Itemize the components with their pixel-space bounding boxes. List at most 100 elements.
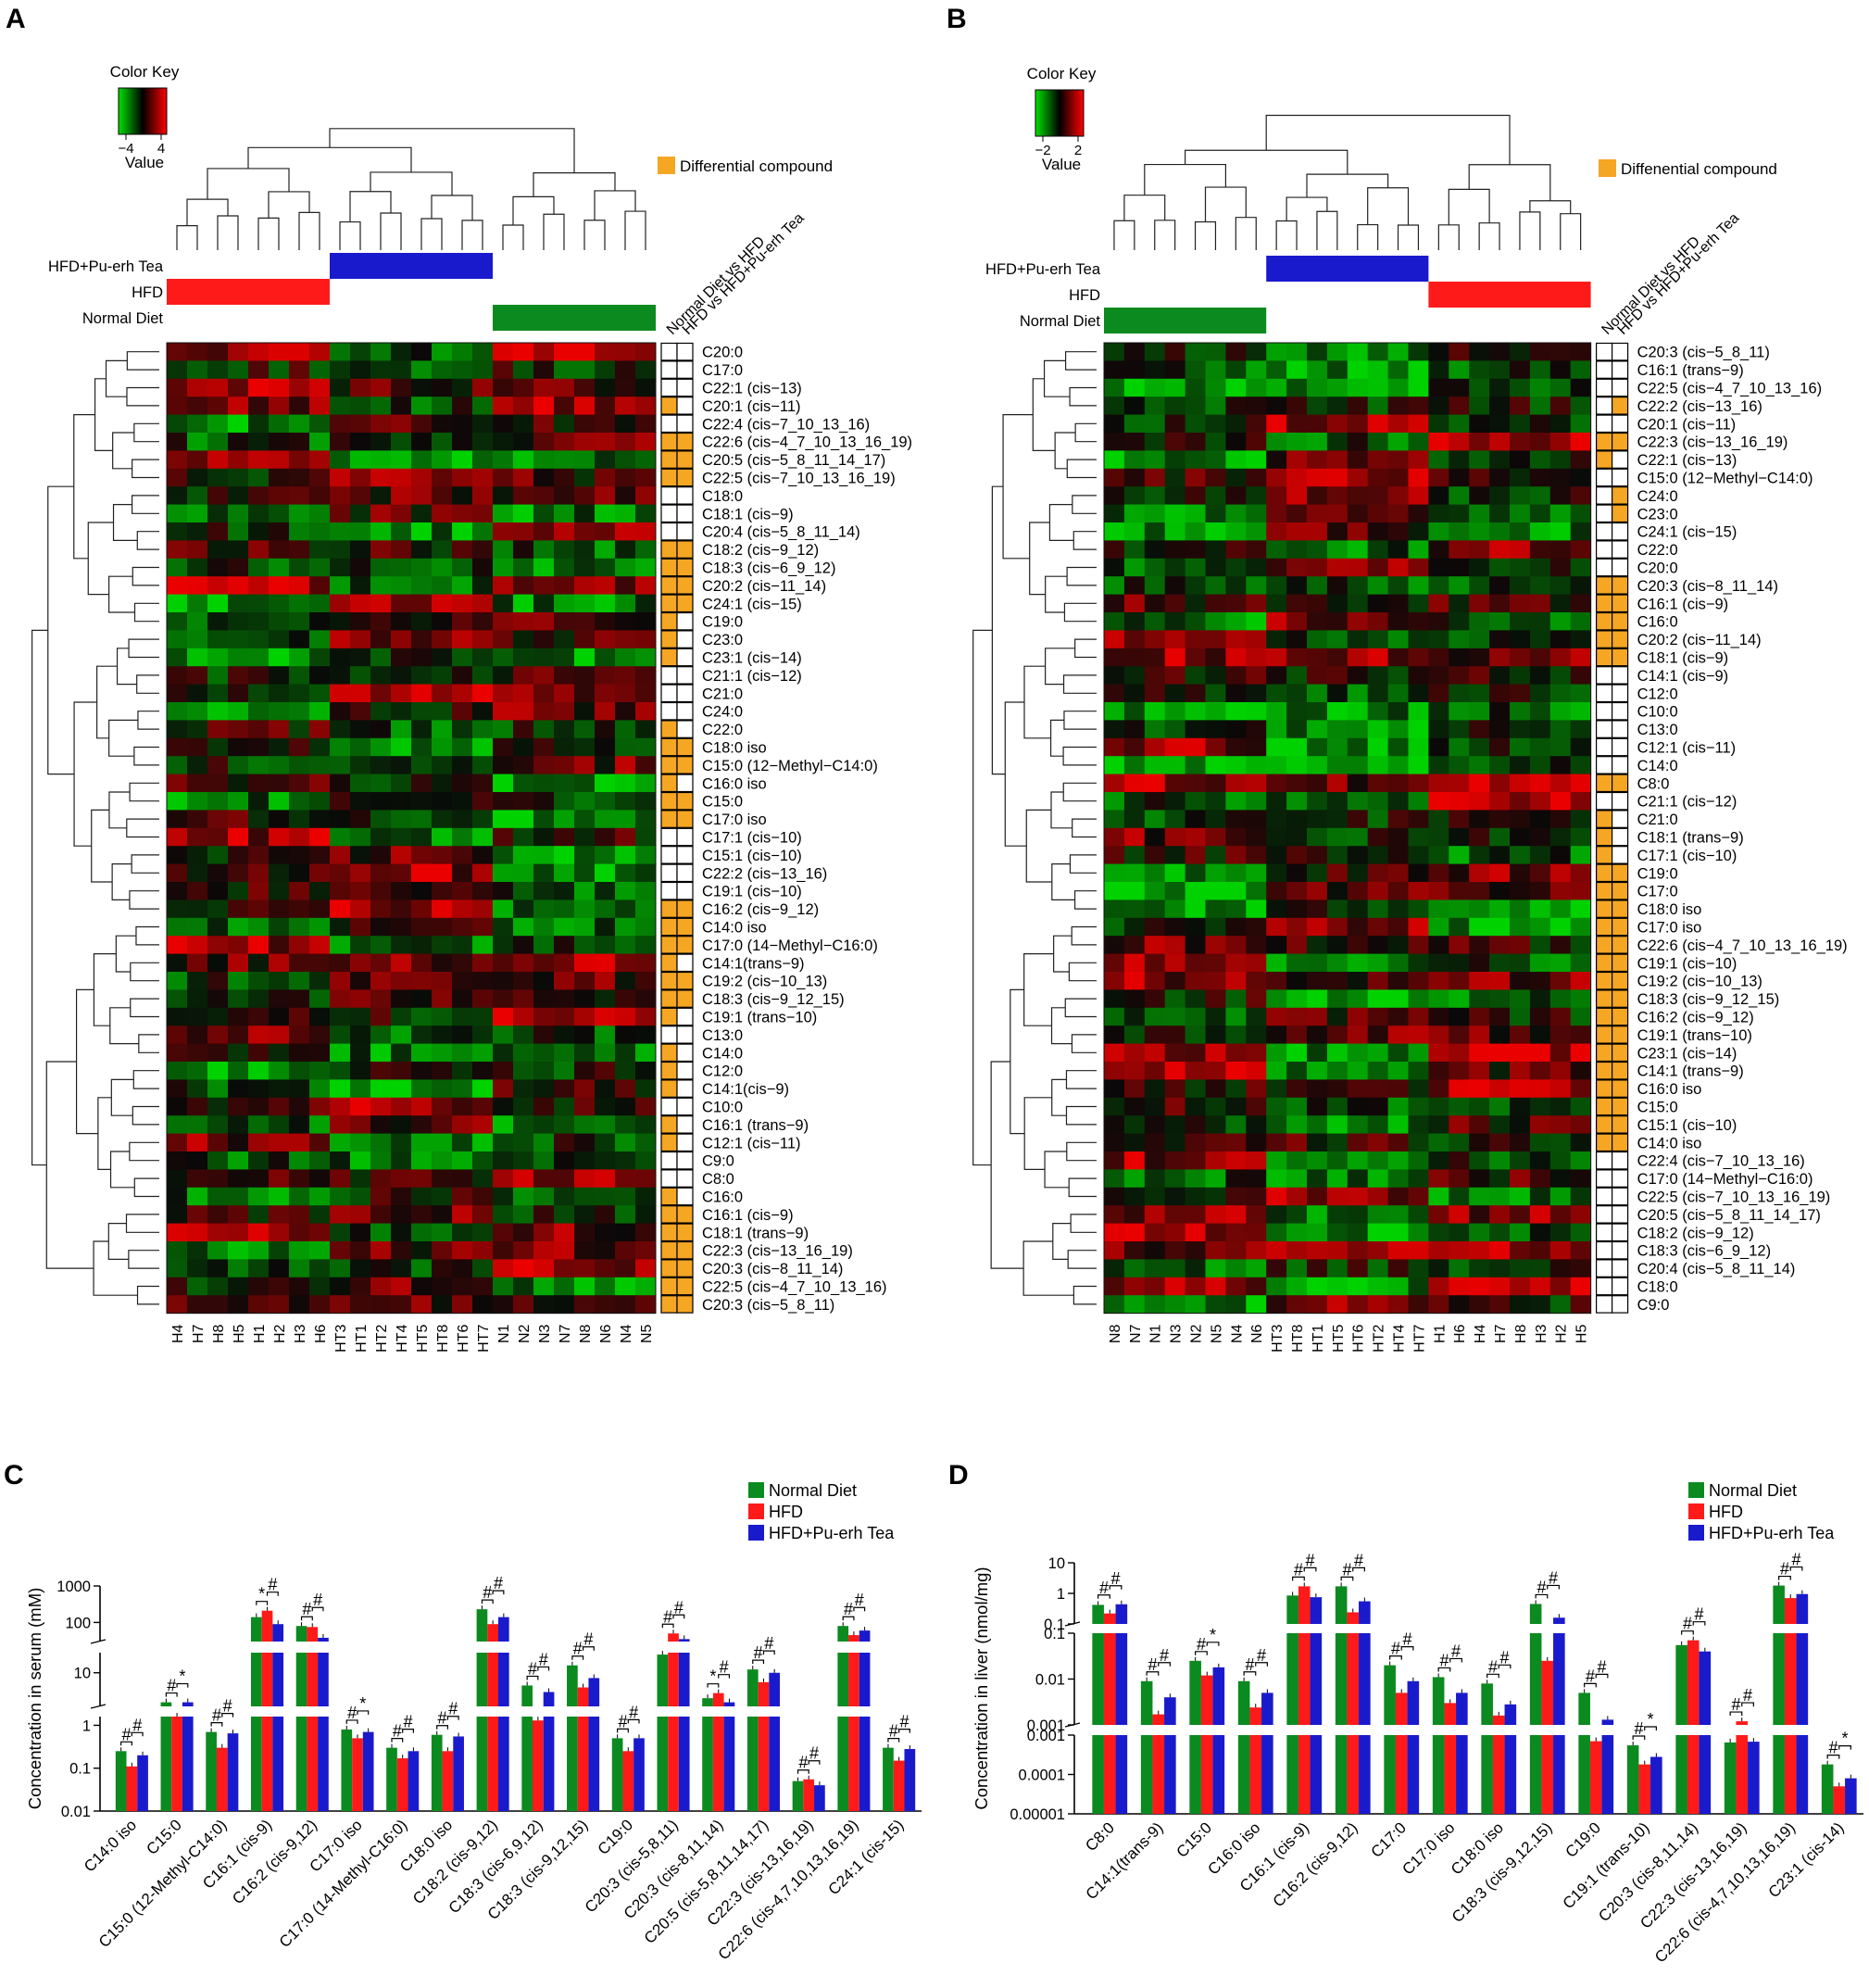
heatmap-cell [472, 1259, 494, 1278]
heatmap-cell [248, 810, 270, 829]
significance-mark: # [889, 1722, 898, 1741]
heatmap-cell [1225, 378, 1247, 397]
heatmap-cell [350, 1277, 371, 1296]
heatmap-cell [1205, 1079, 1226, 1099]
bar-hfd [1103, 1735, 1116, 1814]
heatmap-cell [1144, 917, 1166, 937]
heatmap-cell [330, 612, 351, 631]
heatmap-cell [1428, 1043, 1449, 1063]
heatmap-cell [1266, 558, 1287, 577]
heatmap-cell [574, 1043, 596, 1063]
heatmap-cell [309, 1097, 331, 1116]
row-label: C22:0 [1637, 542, 1678, 559]
heatmap-cell [1246, 396, 1267, 416]
dendrogram-link [1306, 173, 1389, 198]
heatmap-cell [1266, 1151, 1287, 1170]
heatmap-cell [289, 882, 310, 900]
heatmap-cell [1387, 648, 1409, 667]
bar-hfd [893, 1760, 905, 1811]
heatmap-cell [493, 522, 514, 541]
x-category-label: C14:0 iso [81, 1816, 140, 1875]
differential-box [1595, 630, 1613, 648]
heatmap-cell [1326, 666, 1348, 686]
heatmap-cell [248, 1115, 270, 1135]
heatmap-cell [289, 1295, 310, 1315]
heatmap-cell [167, 737, 188, 757]
heatmap-cell [1428, 396, 1449, 416]
heatmap-cell [1104, 576, 1125, 596]
heatmap-cell [1428, 576, 1449, 596]
heatmap-cell [411, 414, 433, 434]
heatmap-cell [432, 1025, 453, 1045]
heatmap-cell [1449, 540, 1470, 560]
row-label: C14:0 [1637, 758, 1678, 774]
heatmap-cell [615, 737, 636, 757]
heatmap-cell [635, 343, 657, 361]
heatmap-cell [1510, 396, 1531, 416]
heatmap-cell [554, 1115, 575, 1135]
heatmap-cell [452, 612, 473, 631]
heatmap-cell [1510, 1043, 1531, 1063]
heatmap-cell [1408, 827, 1429, 847]
heatmap-cell [635, 1062, 657, 1080]
heatmap-cell [1123, 1259, 1146, 1278]
heatmap-cell [167, 827, 188, 847]
heatmap-cell [370, 378, 392, 397]
bars: # #C8:0# #C14:1(trans-9)# *C15:0# #C16:0 iso… [1082, 1551, 1857, 1967]
heatmap-cell [1286, 594, 1308, 613]
heatmap-cell [1225, 1259, 1247, 1278]
heatmap-cell [1510, 450, 1531, 470]
heatmap-cell [1510, 504, 1531, 523]
heatmap-cell [1225, 846, 1247, 865]
dendrogram-link [583, 220, 606, 250]
differential-box [1595, 989, 1613, 1008]
heatmap-cell [1307, 1295, 1328, 1315]
bar-normal-diet [702, 1717, 713, 1811]
heatmap-cell [370, 737, 392, 757]
heatmap-cell [248, 972, 270, 990]
significance-mark: * [258, 1585, 265, 1604]
heatmap-cell [1326, 702, 1348, 721]
heatmap-cell [1428, 953, 1449, 973]
heatmap-cell [493, 594, 514, 613]
heatmap-cell [1549, 433, 1572, 451]
dendrogram-link [1072, 531, 1097, 550]
heatmap-cell [1387, 756, 1409, 775]
heatmap-cell [1246, 486, 1267, 506]
bar-hfd-pu-erh-tea [769, 1717, 781, 1811]
heatmap-cell [452, 558, 473, 577]
differential-box [1611, 540, 1629, 559]
differential-box [676, 558, 694, 577]
heatmap-cell [248, 792, 270, 811]
heatmap-cell [1367, 846, 1389, 865]
heatmap-cell [1266, 936, 1287, 955]
differential-box [1595, 810, 1613, 828]
heatmap-cell [370, 863, 392, 883]
significance-mark: # [1731, 1695, 1740, 1714]
heatmap-cell [574, 1062, 596, 1080]
heatmap-cell [1570, 810, 1592, 829]
heatmap-cell [289, 1133, 310, 1152]
heatmap-cell [309, 1151, 331, 1170]
heatmap-cell [493, 702, 514, 721]
heatmap-cell [1164, 720, 1186, 739]
heatmap-cell [350, 756, 371, 775]
heatmap-cell [513, 989, 534, 1009]
heatmap-cell [432, 846, 453, 865]
heatmap-cell [472, 702, 494, 721]
heatmap-cell [370, 720, 392, 739]
heatmap-cell [615, 1223, 636, 1242]
differential-box [1595, 486, 1613, 505]
heatmap-cell [1164, 378, 1186, 397]
row-label: C17:1 (cis−10) [1637, 848, 1737, 864]
differential-box [660, 1007, 678, 1026]
heatmap-cell [1387, 810, 1409, 829]
bar-hfd-pu-erh-tea [859, 1717, 871, 1811]
bar-hfd-pu-erh-tea [318, 1717, 329, 1811]
heatmap-cell [554, 1277, 575, 1296]
heatmap-cell [248, 737, 270, 757]
heatmap-cell [554, 558, 575, 577]
heatmap-cell [432, 1295, 453, 1315]
dendrogram-link [73, 414, 95, 560]
heatmap-cell [350, 810, 371, 829]
